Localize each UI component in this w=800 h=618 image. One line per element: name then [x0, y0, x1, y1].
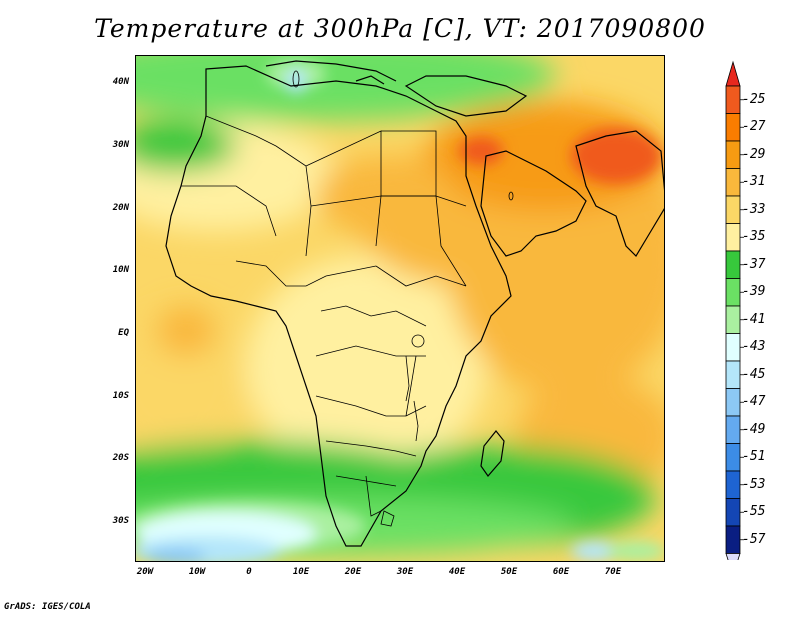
colorbar-box	[725, 498, 741, 527]
lon-tick-label: 10E	[292, 567, 310, 577]
colorbar-label: -47	[742, 394, 766, 410]
lat-tick-label: EQ	[118, 328, 129, 338]
lon-tick-label: 20E	[344, 567, 362, 577]
colorbar-box	[725, 415, 741, 444]
temperature-map	[135, 55, 665, 562]
colorbar-box	[725, 140, 741, 169]
colorbar-box	[725, 388, 741, 417]
lat-tick-label: 20N	[112, 203, 129, 213]
colorbar-box	[725, 443, 741, 472]
colorbar-box	[725, 85, 741, 114]
coastlines	[165, 60, 664, 547]
colorbar-box	[725, 250, 741, 279]
colorbar-box	[725, 525, 741, 554]
colorbar-box	[725, 223, 741, 252]
colorbar-label: -41	[742, 311, 766, 327]
temperature-field-detail	[136, 59, 664, 561]
colorbar-label: -27	[742, 119, 766, 135]
colorbar-label: -35	[742, 229, 766, 245]
lon-tick-label: 50E	[500, 567, 518, 577]
colorbar	[725, 60, 744, 560]
lat-tick-label: 10N	[112, 265, 129, 275]
lon-tick-label: 70E	[604, 567, 622, 577]
lon-tick-label: 30E	[396, 567, 414, 577]
colorbar-boxes	[725, 60, 744, 560]
colorbar-label: -45	[742, 366, 766, 382]
colorbar-box	[725, 305, 741, 334]
colorbar-box	[725, 470, 741, 499]
lakes-islands	[292, 70, 514, 442]
colorbar-box	[725, 195, 741, 224]
map-canvas	[136, 56, 664, 561]
lat-tick-label: 30S	[112, 516, 129, 526]
colorbar-label: -31	[742, 174, 766, 190]
colorbar-box	[725, 360, 741, 389]
lat-tick-label: 10S	[112, 391, 129, 401]
colorbar-label: -57	[742, 531, 766, 547]
lon-tick-label: 0	[246, 567, 252, 577]
colorbar-label: -39	[742, 284, 766, 300]
colorbar-label: -29	[742, 146, 766, 162]
lat-tick-label: 40N	[112, 77, 129, 87]
credit-text: GrADS: IGES/COLA	[4, 602, 91, 612]
lon-tick-label: 60E	[552, 567, 570, 577]
colorbar-bottom-arrow	[725, 553, 741, 560]
colorbar-label: -55	[742, 504, 766, 520]
lat-tick-label: 30N	[112, 140, 129, 150]
colorbar-label: -25	[742, 91, 766, 107]
colorbar-box	[725, 113, 741, 142]
lon-tick-label: 20W	[136, 567, 154, 577]
colorbar-label: -43	[742, 339, 766, 355]
country-borders	[181, 115, 467, 527]
colorbar-box	[725, 168, 741, 197]
colorbar-box	[725, 278, 741, 307]
chart-title: Temperature at 300hPa [C], VT: 201709080…	[94, 14, 706, 43]
colorbar-label: -53	[742, 476, 766, 492]
colorbar-label: -49	[742, 421, 766, 437]
colorbar-label: -37	[742, 256, 766, 272]
lon-tick-label: 40E	[448, 567, 466, 577]
colorbar-label: -51	[742, 449, 766, 465]
colorbar-label: -33	[742, 201, 766, 217]
colorbar-top-arrow	[725, 60, 741, 87]
lat-tick-label: 20S	[112, 453, 129, 463]
lon-tick-label: 10W	[188, 567, 206, 577]
colorbar-box	[725, 333, 741, 362]
